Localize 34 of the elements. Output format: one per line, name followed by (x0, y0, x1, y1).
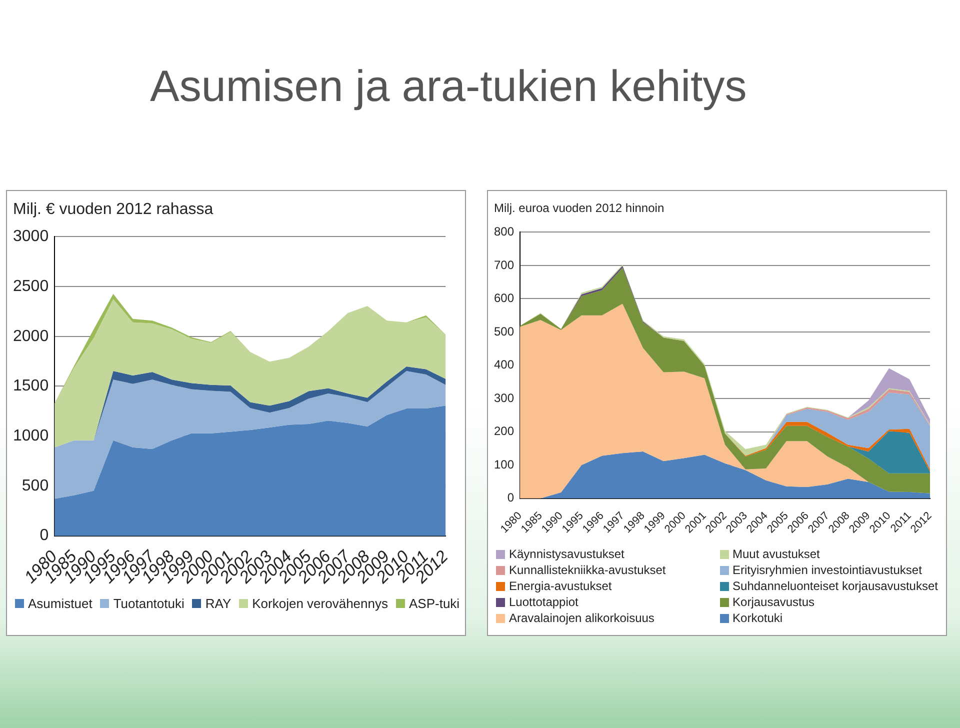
y-tick-label: 1000 (13, 427, 49, 444)
y-axis-title: Milj. € vuoden 2012 rahassa (13, 201, 214, 219)
legend-label: Luottotappiot (509, 595, 578, 609)
y-tick-label: 0 (507, 490, 514, 505)
legend-label: Asumistuet (28, 596, 92, 611)
legend-label: ASP-tuki (409, 596, 460, 611)
legend-label: Korkojen verovähennys (252, 596, 388, 611)
y-tick-label: 700 (494, 258, 514, 272)
y-tick-label: 100 (494, 457, 514, 472)
y-tick-label: 800 (494, 224, 514, 239)
legend-label: RAY (205, 596, 232, 611)
y-axis-title: Milj. euroa vuoden 2012 hinnoin (494, 201, 664, 215)
y-tick-label: 2500 (13, 278, 49, 295)
legend-label: Energia-avustukset (509, 579, 612, 593)
y-tick-label: 300 (494, 390, 514, 405)
y-tick-label: 200 (494, 424, 514, 438)
legend-label: Suhdanneluonteiset korjausavustukset (732, 579, 938, 593)
y-tick-label: 0 (40, 527, 49, 544)
y-tick-label: 500 (22, 477, 49, 494)
y-tick-label: 3000 (13, 228, 49, 246)
legend-label: Käynnistysavustukset (509, 547, 624, 561)
y-tick-label: 400 (494, 358, 514, 372)
y-tick-label: 500 (494, 324, 514, 338)
legend-label: Muut avustukset (732, 547, 820, 561)
y-tick-label: 1500 (13, 378, 49, 395)
legend-label: Aravalainojen alikorkoisuus (509, 611, 654, 625)
y-tick-label: 2000 (13, 328, 49, 345)
legend-label: Kunnallistekniikka-avustukset (509, 563, 666, 577)
legend-label: Erityisryhmien investointiavustukset (732, 563, 922, 577)
y-tick-label: 600 (494, 291, 514, 306)
legend-label: Korjausavustus (732, 595, 815, 609)
chart-title: Asumisen ja ara-tukien kehitys (150, 62, 747, 112)
legend-label: Tuotantotuki (113, 596, 184, 611)
legend-label: Korkotuki (732, 611, 783, 625)
